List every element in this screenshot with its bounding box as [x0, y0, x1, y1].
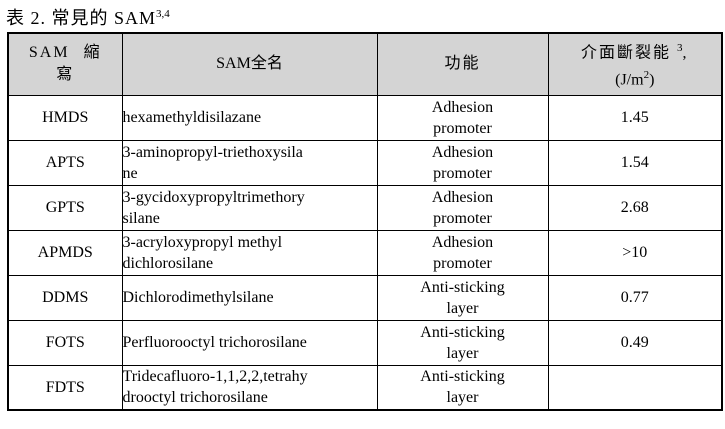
table-row-fots: FOTS Perfluorooctyl trichorosilane Anti-…: [7, 319, 723, 366]
fullname-line: drooctyl trichorosilane: [122, 389, 268, 407]
fullname-line: 3-aminopropyl-triethoxysila: [122, 143, 303, 161]
cell-abbr: HMDS: [7, 94, 123, 141]
function-line: Adhesion: [431, 143, 494, 161]
cell-fullname: hexamethyldisilazane: [121, 94, 378, 141]
cell-abbr: DDMS: [7, 274, 123, 321]
function-line: promoter: [433, 254, 492, 272]
header-fracture-energy-unit: (J/m2): [549, 64, 721, 91]
header-row: SAM 縮 寫 SAM全名 功能 介面斷裂能 3, (J/m2): [7, 32, 723, 96]
cell-energy: >10: [547, 229, 723, 276]
table-row-gpts: GPTS 3-gycidoxypropyltrimethory silane Ad…: [7, 184, 723, 231]
header-function: 功能: [376, 32, 549, 96]
cell-fullname: 3-acryloxypropyl methyl dichlorosilane: [121, 229, 378, 276]
cell-function: Adhesion promoter: [376, 139, 549, 186]
fullname-line: silane: [122, 209, 160, 227]
fullname-line: 3-gycidoxypropyltrimethory: [122, 188, 305, 206]
cell-energy: 0.49: [547, 319, 723, 366]
function-line: Anti-sticking: [420, 323, 505, 341]
cell-abbr: APTS: [7, 139, 123, 186]
cell-abbr: FDTS: [7, 364, 123, 411]
table-row-ddms: DDMS Dichlorodimethylsilane Anti-stickin…: [7, 274, 723, 321]
function-line: layer: [446, 389, 479, 407]
cell-energy: 1.45: [547, 94, 723, 141]
fullname-line: Tridecafluoro-1,1,2,2,tetrahy: [122, 368, 308, 386]
fullname-line: 3-acryloxypropyl methyl: [122, 233, 283, 251]
function-line: Adhesion: [431, 98, 494, 116]
function-line: promoter: [433, 164, 492, 182]
cell-energy: 2.68: [547, 184, 723, 231]
table-row-apmds: APMDS 3-acryloxypropyl methyl dichlorosil…: [7, 229, 723, 276]
sam-table: SAM 縮 寫 SAM全名 功能 介面斷裂能 3, (J/m2) HMDS he…: [7, 32, 723, 411]
function-line: Anti-sticking: [420, 278, 505, 296]
fullname-line: dichlorosilane: [122, 254, 214, 272]
fullname-line: Perfluorooctyl trichorosilane: [122, 334, 307, 351]
header-fracture-energy-sup: 3: [677, 41, 683, 54]
header-sam-abbr-line2: 寫: [56, 66, 75, 84]
fullname-line: Dichlorodimethylsilane: [122, 289, 274, 306]
function-line: promoter: [433, 209, 492, 227]
header-sam-abbr: SAM 縮 寫: [7, 32, 123, 96]
cell-energy: [547, 364, 723, 411]
cell-abbr: APMDS: [7, 229, 123, 276]
cell-abbr: FOTS: [7, 319, 123, 366]
header-fracture-energy: 介面斷裂能 3, (J/m2): [547, 32, 723, 96]
table-row-apts: APTS 3-aminopropyl-triethoxysila ne Adhes…: [7, 139, 723, 186]
table-caption-superscript: 3,4: [156, 8, 170, 20]
function-line: Adhesion: [431, 233, 494, 251]
cell-energy: 0.77: [547, 274, 723, 321]
header-energy-unit-post: ): [649, 71, 655, 89]
cell-fullname: 3-gycidoxypropyltrimethory silane: [121, 184, 378, 231]
function-line: promoter: [433, 119, 492, 137]
header-fracture-energy-tail: ,: [682, 44, 689, 62]
function-line: layer: [446, 299, 479, 317]
header-energy-unit-sup: 2: [643, 69, 650, 82]
fullname-line: ne: [122, 164, 138, 182]
function-line: Anti-sticking: [420, 368, 505, 386]
cell-fullname: Dichlorodimethylsilane: [121, 274, 378, 321]
header-energy-unit-pre: (J/m: [615, 71, 644, 89]
function-line: Adhesion: [431, 188, 494, 206]
cell-function: Anti-sticking layer: [376, 274, 549, 321]
cell-function: Anti-sticking layer: [376, 364, 549, 411]
cell-fullname: Tridecafluoro-1,1,2,2,tetrahy drooctyl tr…: [121, 364, 378, 411]
fullname-line: hexamethyldisilazane: [122, 109, 262, 126]
table-row-hmds: HMDS hexamethyldisilazane Adhesion promot…: [7, 94, 723, 141]
header-fracture-energy-main: 介面斷裂能: [580, 44, 677, 62]
cell-function: Adhesion promoter: [376, 184, 549, 231]
header-fracture-energy-line1: 介面斷裂能 3,: [549, 37, 721, 64]
function-line: layer: [446, 344, 479, 362]
table-caption: 表 2. 常見的 SAM3,4: [6, 3, 725, 29]
cell-function: Adhesion promoter: [376, 229, 549, 276]
cell-fullname: 3-aminopropyl-triethoxysila ne: [121, 139, 378, 186]
header-sam-fullname: SAM全名: [121, 32, 378, 96]
cell-energy: 1.54: [547, 139, 723, 186]
table-caption-text: 表 2. 常見的 SAM: [6, 8, 157, 28]
cell-fullname: Perfluorooctyl trichorosilane: [121, 319, 378, 366]
cell-abbr: GPTS: [7, 184, 123, 231]
header-sam-abbr-line1: SAM 縮: [28, 44, 102, 62]
table-row-fdts: FDTS Tridecafluoro-1,1,2,2,tetrahy drooct…: [7, 364, 723, 411]
cell-function: Anti-sticking layer: [376, 319, 549, 366]
cell-function: Adhesion promoter: [376, 94, 549, 141]
